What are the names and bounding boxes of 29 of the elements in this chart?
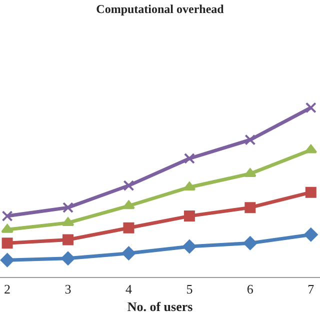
point — [305, 186, 316, 198]
x-tick-label: 3 — [64, 282, 72, 297]
point — [304, 228, 318, 242]
x-tick-label: 4 — [125, 282, 132, 297]
point — [122, 246, 136, 260]
point — [243, 236, 258, 250]
point — [244, 202, 256, 214]
x-tick-label: 2 — [4, 282, 11, 297]
point — [0, 253, 14, 267]
point — [62, 202, 74, 214]
point — [184, 152, 195, 164]
x-tick-label: 7 — [308, 282, 315, 297]
point — [122, 200, 135, 210]
point — [123, 222, 134, 234]
x-tick-label: 6 — [246, 282, 254, 297]
point — [61, 252, 75, 266]
x-axis-title: No. of users — [127, 299, 193, 314]
point — [2, 238, 13, 249]
chart-title: Computational overhead — [96, 2, 224, 16]
point — [2, 210, 13, 222]
x-tick-label: 5 — [186, 282, 193, 297]
point — [62, 217, 74, 226]
point — [62, 234, 74, 246]
point — [1, 224, 14, 233]
point — [123, 180, 134, 192]
point — [184, 210, 195, 222]
point — [244, 134, 256, 146]
point — [182, 240, 196, 254]
point — [305, 102, 316, 114]
